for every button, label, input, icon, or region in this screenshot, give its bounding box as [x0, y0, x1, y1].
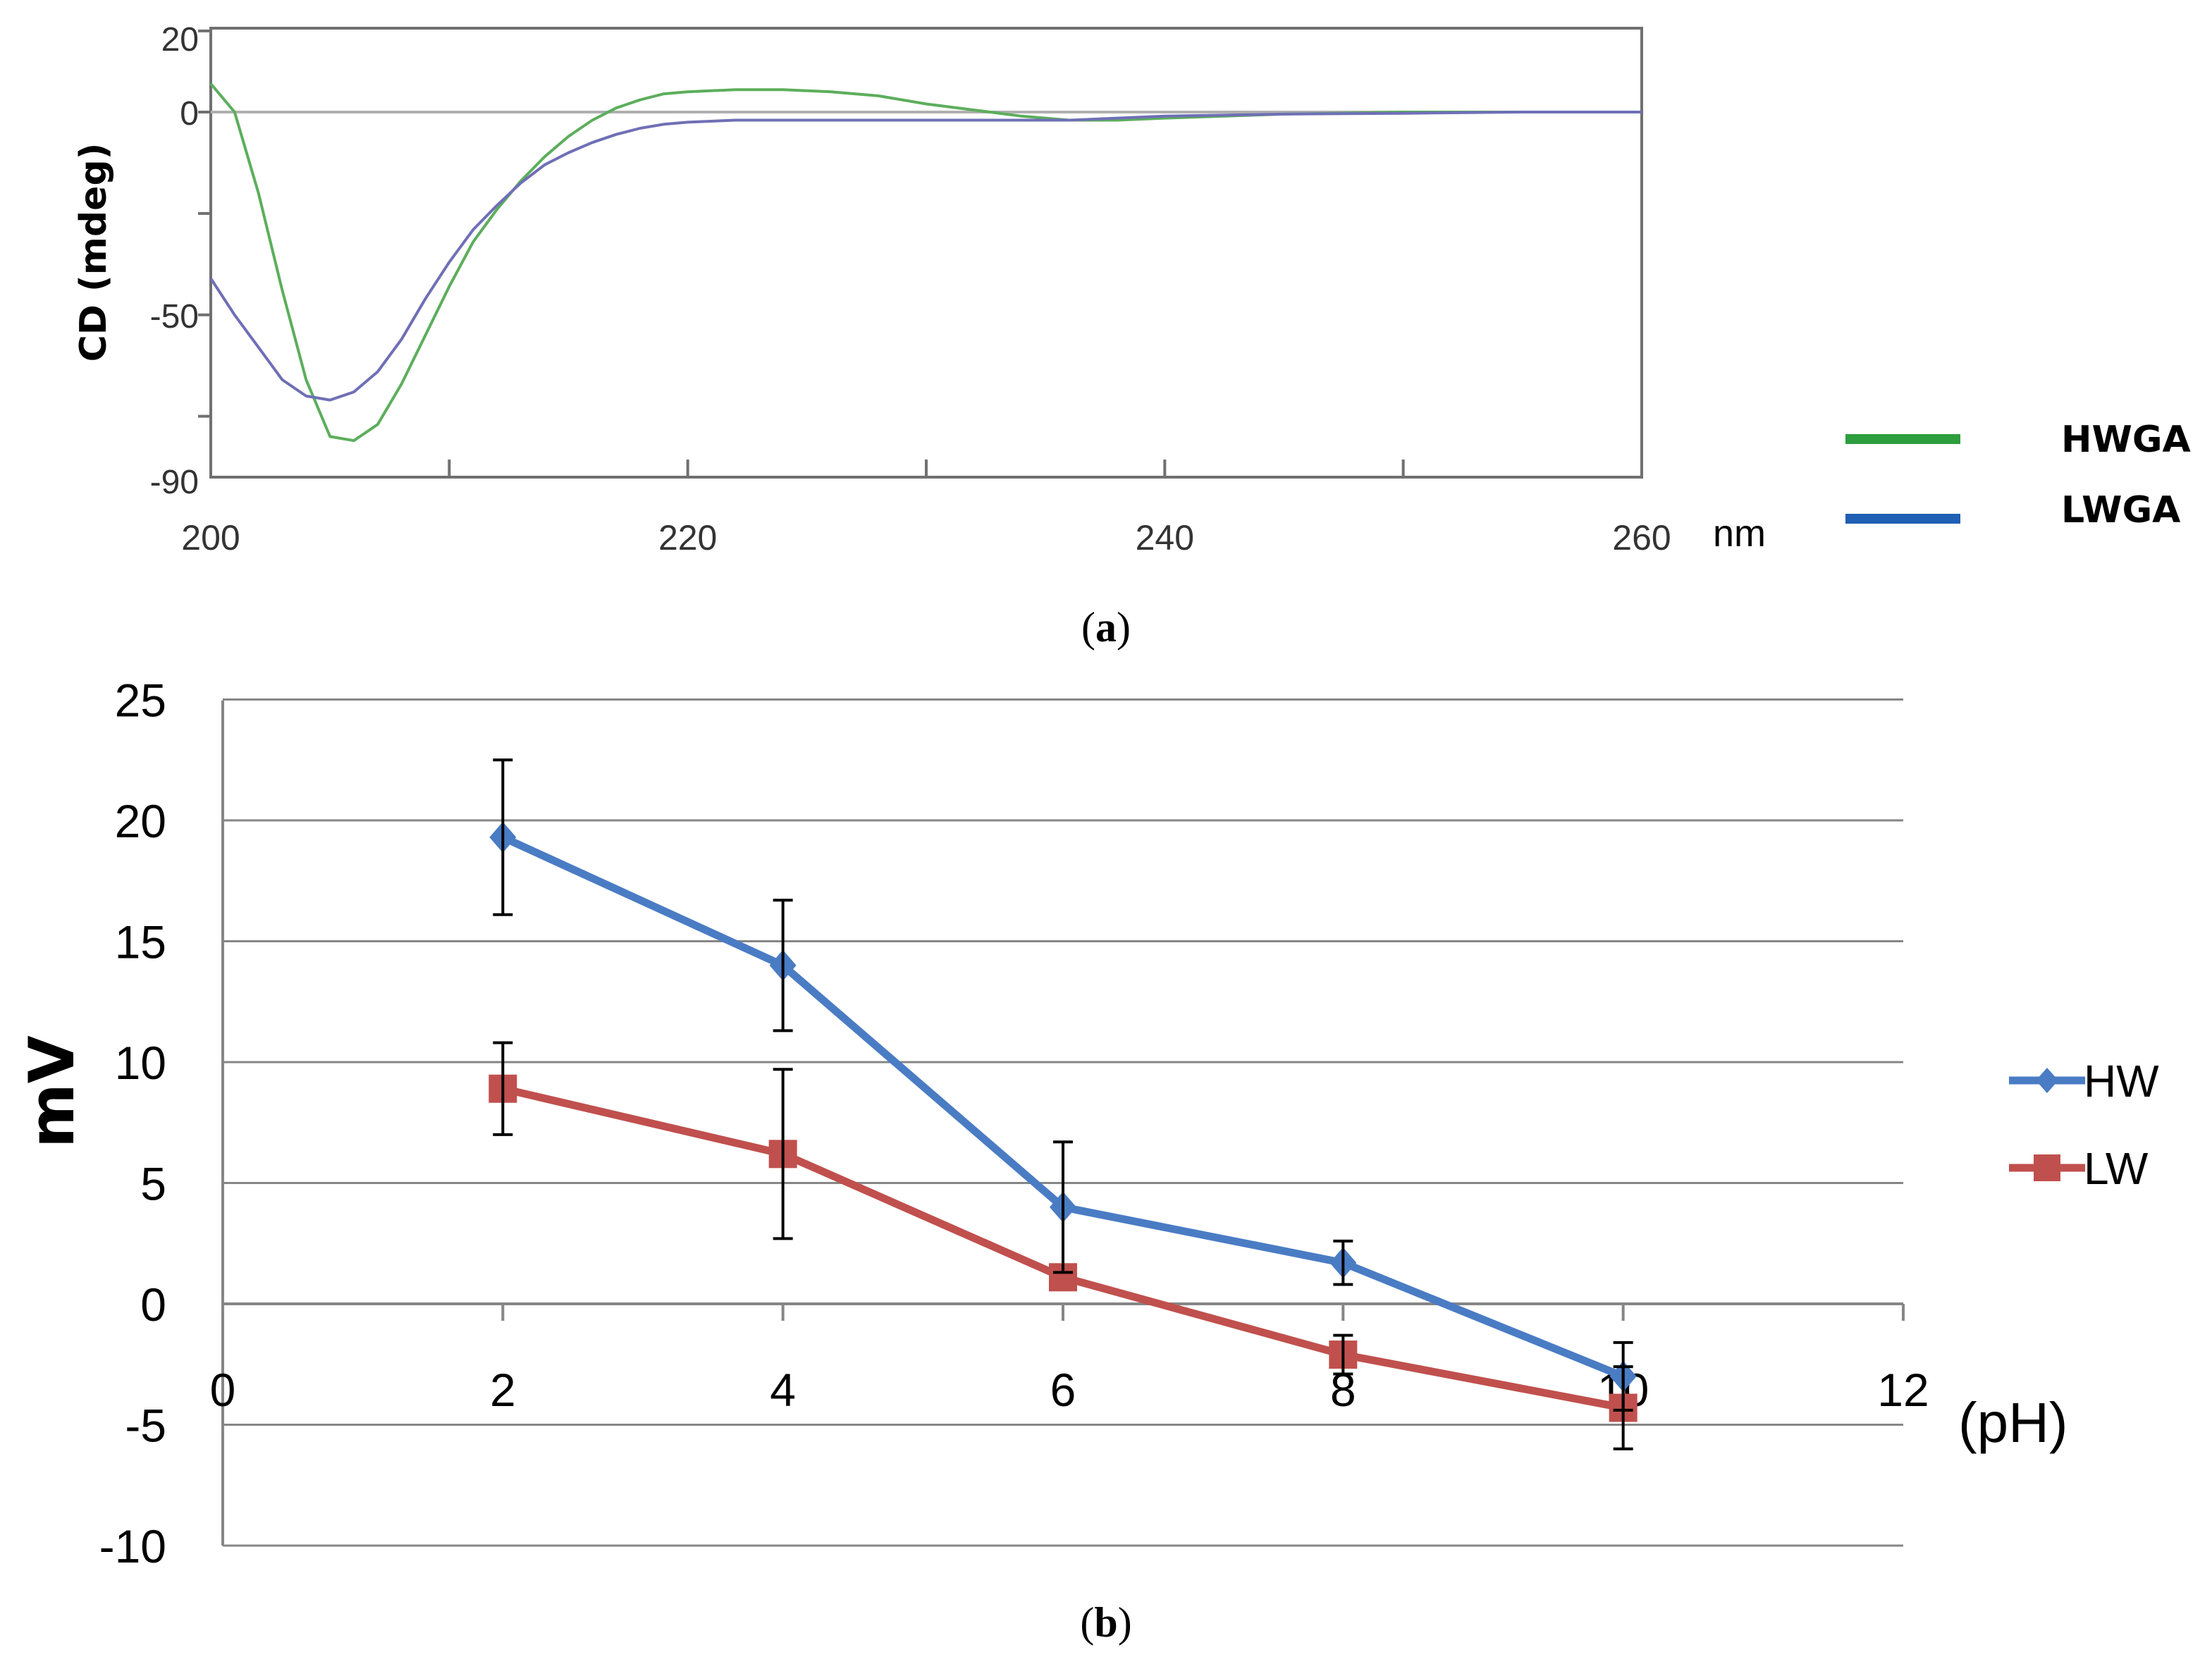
zeta-error-bars: [493, 758, 1633, 1450]
zeta-y-tick-label: 0: [140, 1278, 166, 1331]
cd-axis-ticks: [198, 29, 1405, 477]
legend-swatch-hwga: [1845, 434, 1960, 444]
zeta-y-tick-label: -5: [125, 1400, 166, 1452]
zeta-x-axis-label: (pH): [1958, 1391, 2068, 1454]
cd-x-unit-label: nm: [1713, 512, 1766, 555]
cd-legend: HWGA LWGA: [1845, 419, 2191, 531]
cd-series: [209, 82, 1642, 443]
zeta-y-tick-label: -10: [99, 1520, 166, 1572]
zeta-x-tick-label: 12: [1877, 1364, 1929, 1416]
cd-y-tick-label: -50: [150, 298, 199, 335]
panel-a-label: (a): [1081, 604, 1131, 651]
zeta-y-tick-label: 25: [115, 674, 166, 727]
cd-y-tick-labels: 20 0 -50 -90: [150, 21, 199, 501]
zeta-y-tick-label: 15: [115, 916, 166, 968]
zeta-y-tick-label: 20: [115, 795, 166, 847]
cd-x-tick-labels: 200 220 240 260: [181, 518, 1671, 557]
zeta-x-ticks: [221, 1304, 1905, 1321]
zeta-y-tick-label: 10: [115, 1037, 166, 1089]
zeta-legend: HW LW: [2009, 1056, 2159, 1194]
zeta-gridlines: [223, 698, 1903, 1547]
legend-swatch-lwga: [1845, 514, 1960, 524]
legend-marker-hw: [2036, 1068, 2058, 1093]
zeta-x-tick-label: 0: [210, 1364, 236, 1416]
cd-y-tick-label: 20: [161, 21, 199, 58]
cd-x-tick-label: 260: [1612, 518, 1671, 557]
cd-x-tick-label: 240: [1136, 518, 1194, 557]
zeta-y-tick-labels: 25 20 15 10 5 0 -5 -10: [99, 674, 166, 1573]
cd-curve-lwga: [209, 111, 1642, 402]
zeta-x-tick-label: 2: [490, 1364, 516, 1416]
panel-b-label: (b): [1080, 1599, 1131, 1646]
zeta-x-tick-label: 4: [770, 1364, 796, 1416]
zeta-series: [489, 758, 1638, 1450]
legend-marker-lw: [2034, 1154, 2060, 1181]
cd-x-tick-label: 200: [181, 518, 240, 557]
zeta-x-tick-labels: 0 2 4 6 8 10 12: [210, 1364, 1929, 1416]
cd-x-tick-label: 220: [658, 518, 717, 557]
zeta-y-axis-label: mV: [16, 1035, 88, 1148]
legend-label-hw: HW: [2084, 1056, 2159, 1107]
cd-y-tick-label: -90: [150, 464, 199, 501]
legend-label-hwga: HWGA: [2061, 419, 2191, 461]
zeta-y-tick-label: 5: [140, 1158, 166, 1210]
cd-y-tick-label: 0: [180, 95, 199, 132]
cd-y-axis-label: CD (mdeg): [73, 143, 115, 362]
cd-plot-area: [209, 27, 1643, 479]
zeta-line-hw: [501, 833, 1625, 1380]
zeta-x-tick-label: 6: [1050, 1364, 1076, 1416]
cd-spectrum-chart: 200-50-90 200 220 240 260 CD (mdeg) nm HWGA…: [73, 21, 2191, 651]
legend-label-lw: LW: [2084, 1143, 2149, 1194]
legend-label-lwga: LWGA: [2061, 489, 2180, 531]
